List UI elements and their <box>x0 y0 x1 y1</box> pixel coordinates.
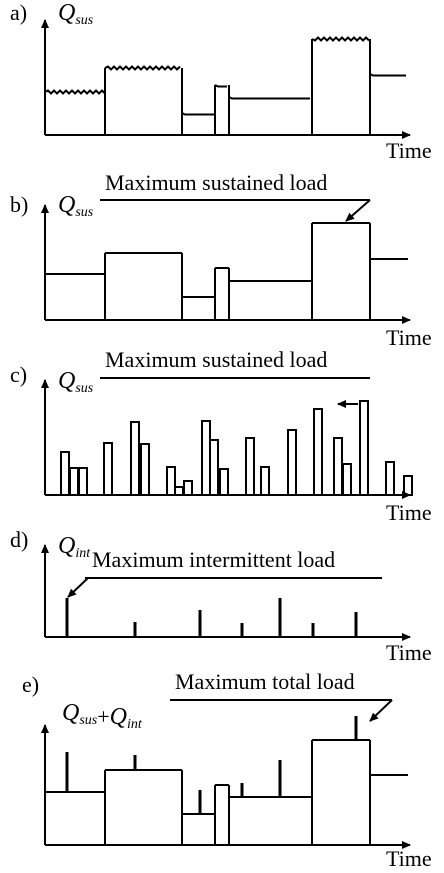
symbol: Q <box>58 368 75 394</box>
load-bar <box>333 437 343 496</box>
load-bar <box>69 467 79 496</box>
load-bar <box>166 466 176 496</box>
symbol: Q <box>62 700 79 726</box>
x-axis-label: Time <box>386 500 432 525</box>
load-bar <box>287 429 297 496</box>
panel-label: b) <box>10 192 28 217</box>
load-bar <box>313 408 323 496</box>
load-bar <box>130 421 140 496</box>
panel-label: e) <box>22 672 39 697</box>
load-bar <box>219 468 229 496</box>
load-level <box>44 89 106 95</box>
annotation: Maximum sustained load <box>105 170 327 195</box>
load-bar <box>201 420 211 496</box>
panel: c) Qsus Time Maximum sustained load <box>10 347 432 525</box>
load-bar <box>403 475 413 496</box>
subscript: int <box>75 546 91 561</box>
load-bar <box>342 463 352 496</box>
annotation: Maximum sustained load <box>105 347 327 372</box>
panel: b) Qsus Time Maximum sustained load <box>10 170 432 350</box>
load-level <box>214 84 227 88</box>
annotation: Maximum total load <box>175 669 355 694</box>
subscript: sus <box>75 205 93 220</box>
load-bar <box>174 486 184 496</box>
load-bar <box>260 466 270 496</box>
symbol: Q <box>58 192 75 218</box>
subscript: int <box>127 717 143 732</box>
subscript: sus <box>79 713 97 728</box>
panels: a) Qsus Time b) Qsus Time Maximum sustained lo… <box>10 0 432 871</box>
panel-label: a) <box>10 0 27 25</box>
panel-label: c) <box>10 362 27 387</box>
load-bar <box>245 437 255 496</box>
load-bar <box>359 400 369 496</box>
load-bar <box>60 451 70 496</box>
annotation-arrow <box>345 199 371 222</box>
annotation: Maximum intermittent load <box>92 547 335 572</box>
load-level <box>311 36 370 42</box>
load-level <box>369 73 406 77</box>
x-axis-label: Time <box>386 640 432 665</box>
y-axis-label: Qsus <box>58 0 94 28</box>
symbol: Q <box>58 533 75 559</box>
y-axis-label: Qint <box>58 533 91 561</box>
load-bar <box>140 443 150 496</box>
load-level <box>181 112 215 116</box>
subscript: sus <box>75 381 93 396</box>
x-axis-label: Time <box>386 325 432 350</box>
load-bar <box>385 461 395 496</box>
load-level <box>228 96 310 100</box>
panel-label: d) <box>10 527 28 552</box>
x-axis-label: Time <box>386 138 432 163</box>
y-axis-label: Qsus+Qint <box>62 700 143 732</box>
y-axis-label: Qsus <box>58 192 94 220</box>
annotation-arrow <box>369 699 393 722</box>
symbol: Q <box>58 0 75 26</box>
symbol: + <box>97 704 109 729</box>
panel: d) Qint Time Maximum intermittent load <box>10 527 432 665</box>
x-axis-label: Time <box>386 846 432 871</box>
load-bar <box>209 439 219 496</box>
subscript: sus <box>75 13 93 28</box>
load-bar <box>103 442 113 496</box>
panel: a) Qsus Time <box>10 0 432 163</box>
symbol: Q <box>110 704 127 730</box>
load-level <box>104 65 181 71</box>
annotation-arrow <box>67 577 89 598</box>
y-axis-label: Qsus <box>58 368 94 396</box>
load-bar <box>183 480 193 496</box>
load-bar <box>78 467 88 496</box>
